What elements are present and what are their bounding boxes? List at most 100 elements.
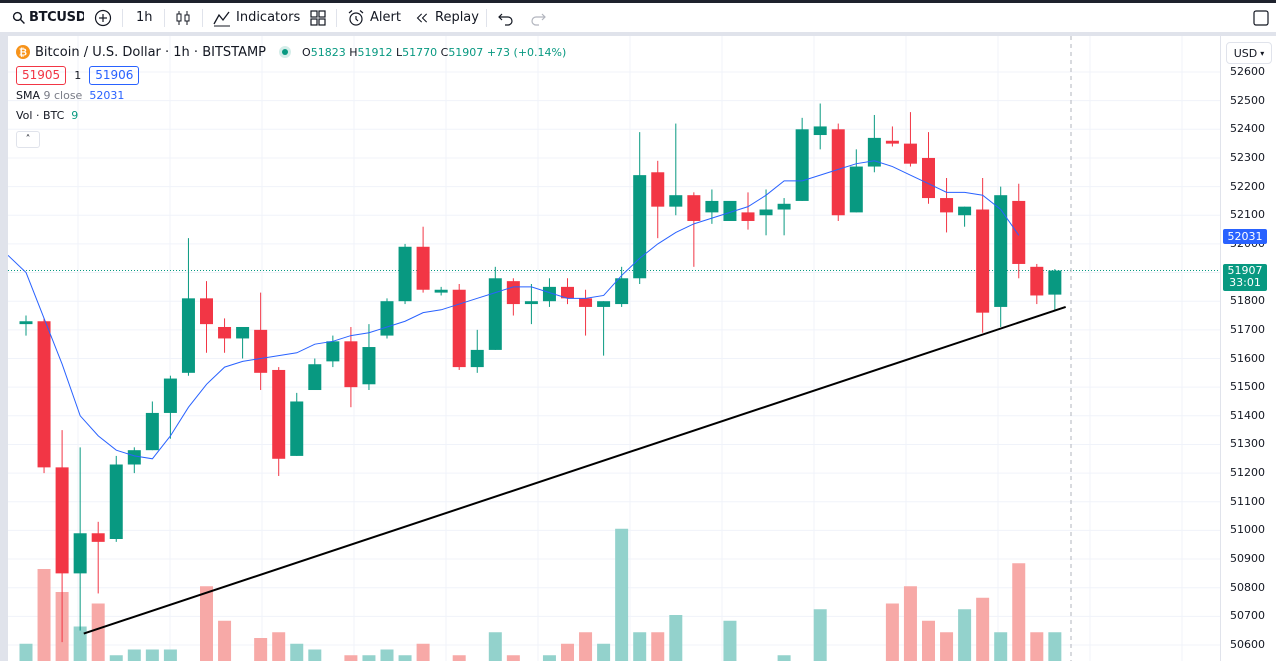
price-axis[interactable]	[1220, 36, 1276, 661]
volume-bar	[615, 528, 629, 661]
candle-body	[579, 298, 593, 307]
sma-legend-row[interactable]: SMA 9 close 52031	[16, 85, 566, 105]
symbol-search[interactable]: BTCUSD	[12, 3, 84, 32]
volume-bar	[218, 620, 232, 661]
candle-body	[633, 175, 647, 279]
candle-body	[362, 347, 376, 385]
volume-bar	[362, 655, 376, 661]
volume-bar	[723, 620, 737, 661]
toolbar-divider	[336, 9, 337, 27]
candle-body	[813, 126, 827, 136]
volume-bar	[290, 643, 304, 661]
volume-bar	[200, 586, 213, 661]
candle-body	[470, 349, 484, 368]
volume-bar	[633, 632, 647, 661]
layouts-button[interactable]	[309, 3, 332, 32]
candle-body	[416, 246, 430, 290]
toolbar-divider	[164, 9, 165, 27]
svg-text:₿: ₿	[19, 47, 27, 59]
candle-body	[1012, 200, 1026, 264]
candle-body	[236, 326, 250, 339]
volume-bar	[91, 603, 105, 661]
sma-value: 52031	[89, 88, 125, 102]
toolbar-divider	[202, 9, 203, 27]
candle-body	[254, 329, 268, 373]
candle-body	[831, 129, 845, 216]
chart-type-button[interactable]	[174, 3, 197, 32]
candle-body	[741, 212, 755, 221]
volume-bar	[813, 609, 827, 661]
price-tick-label: 51800	[1230, 294, 1265, 308]
indicators-button[interactable]: Indicators	[213, 3, 300, 32]
volume-bar	[145, 649, 159, 661]
templates-icon	[310, 9, 326, 26]
candles-icon	[176, 10, 190, 25]
volume-bar	[651, 632, 665, 661]
volume-bar	[19, 643, 33, 661]
volume-bar	[940, 632, 954, 661]
replay-button[interactable]: Replay	[415, 3, 479, 32]
candle-body	[73, 533, 87, 574]
redo-icon	[531, 13, 546, 26]
volume-value: 9	[71, 108, 79, 122]
candle-body	[524, 301, 538, 305]
price-tick-label: 52500	[1230, 93, 1265, 107]
volume-legend-row[interactable]: Vol · BTC 9	[16, 105, 566, 125]
candle-body	[903, 143, 917, 164]
candle-body	[615, 278, 629, 305]
volume-bar	[579, 632, 593, 661]
volume-bar	[380, 649, 394, 661]
redo-button[interactable]	[529, 3, 552, 32]
volume-bar	[561, 643, 574, 661]
price-tick-label: 50600	[1230, 638, 1265, 651]
candle-body	[687, 195, 701, 221]
undo-icon	[498, 13, 513, 26]
alarm-clock-icon	[348, 9, 364, 26]
volume-bar	[903, 586, 917, 661]
compare-button[interactable]	[94, 3, 117, 32]
price-tick-label: 50700	[1230, 609, 1265, 623]
price-tick-label: 52600	[1230, 65, 1265, 78]
price-tick-label: 50900	[1230, 552, 1265, 566]
volume-bar	[488, 632, 502, 661]
volume-bar	[542, 655, 556, 661]
market-status-icon	[282, 49, 289, 55]
candle-body	[163, 378, 177, 413]
fullscreen-icon	[1253, 9, 1269, 26]
undo-button[interactable]	[497, 3, 520, 32]
volume-bar	[1030, 632, 1044, 661]
replay-label: Replay	[435, 10, 479, 25]
candle-body	[326, 341, 340, 362]
volume-bar	[669, 615, 683, 661]
bar-countdown: 33:01	[1229, 276, 1261, 289]
candle-body	[795, 129, 809, 201]
volume-bar	[344, 655, 358, 661]
candle-body	[867, 137, 881, 167]
symbol-title: Bitcoin / U.S. Dollar · 1h · BITSTAMP	[35, 44, 267, 60]
buy-price-button[interactable]: 51906	[89, 65, 140, 85]
legend-collapse-button[interactable]: ˄	[16, 131, 40, 148]
candle-body	[91, 533, 105, 542]
trendline-drawing	[83, 305, 1066, 635]
rewind-icon	[416, 12, 428, 23]
volume-bar	[308, 649, 322, 661]
candle-body	[669, 195, 683, 207]
volume-label: Vol · BTC	[16, 108, 65, 122]
candle-body	[506, 281, 520, 305]
spread-value: 1	[74, 68, 82, 82]
sma-price-tag: 52031	[1223, 229, 1267, 244]
candle-body	[1048, 270, 1062, 295]
candle-body	[994, 195, 1008, 307]
volume-bar	[127, 649, 141, 661]
candle-body	[488, 278, 502, 350]
currency-button[interactable]: USD ▾	[1226, 42, 1272, 64]
volume-bar	[272, 632, 286, 661]
price-chart[interactable]	[8, 36, 1220, 661]
alert-button[interactable]: Alert	[347, 3, 401, 32]
sell-price-button[interactable]: 51905	[16, 65, 67, 85]
volume-bar	[37, 569, 51, 661]
fullscreen-button[interactable]	[1252, 3, 1275, 32]
candle-body	[37, 321, 51, 468]
sma-line	[8, 160, 1020, 460]
interval-button[interactable]: 1h	[136, 3, 153, 32]
